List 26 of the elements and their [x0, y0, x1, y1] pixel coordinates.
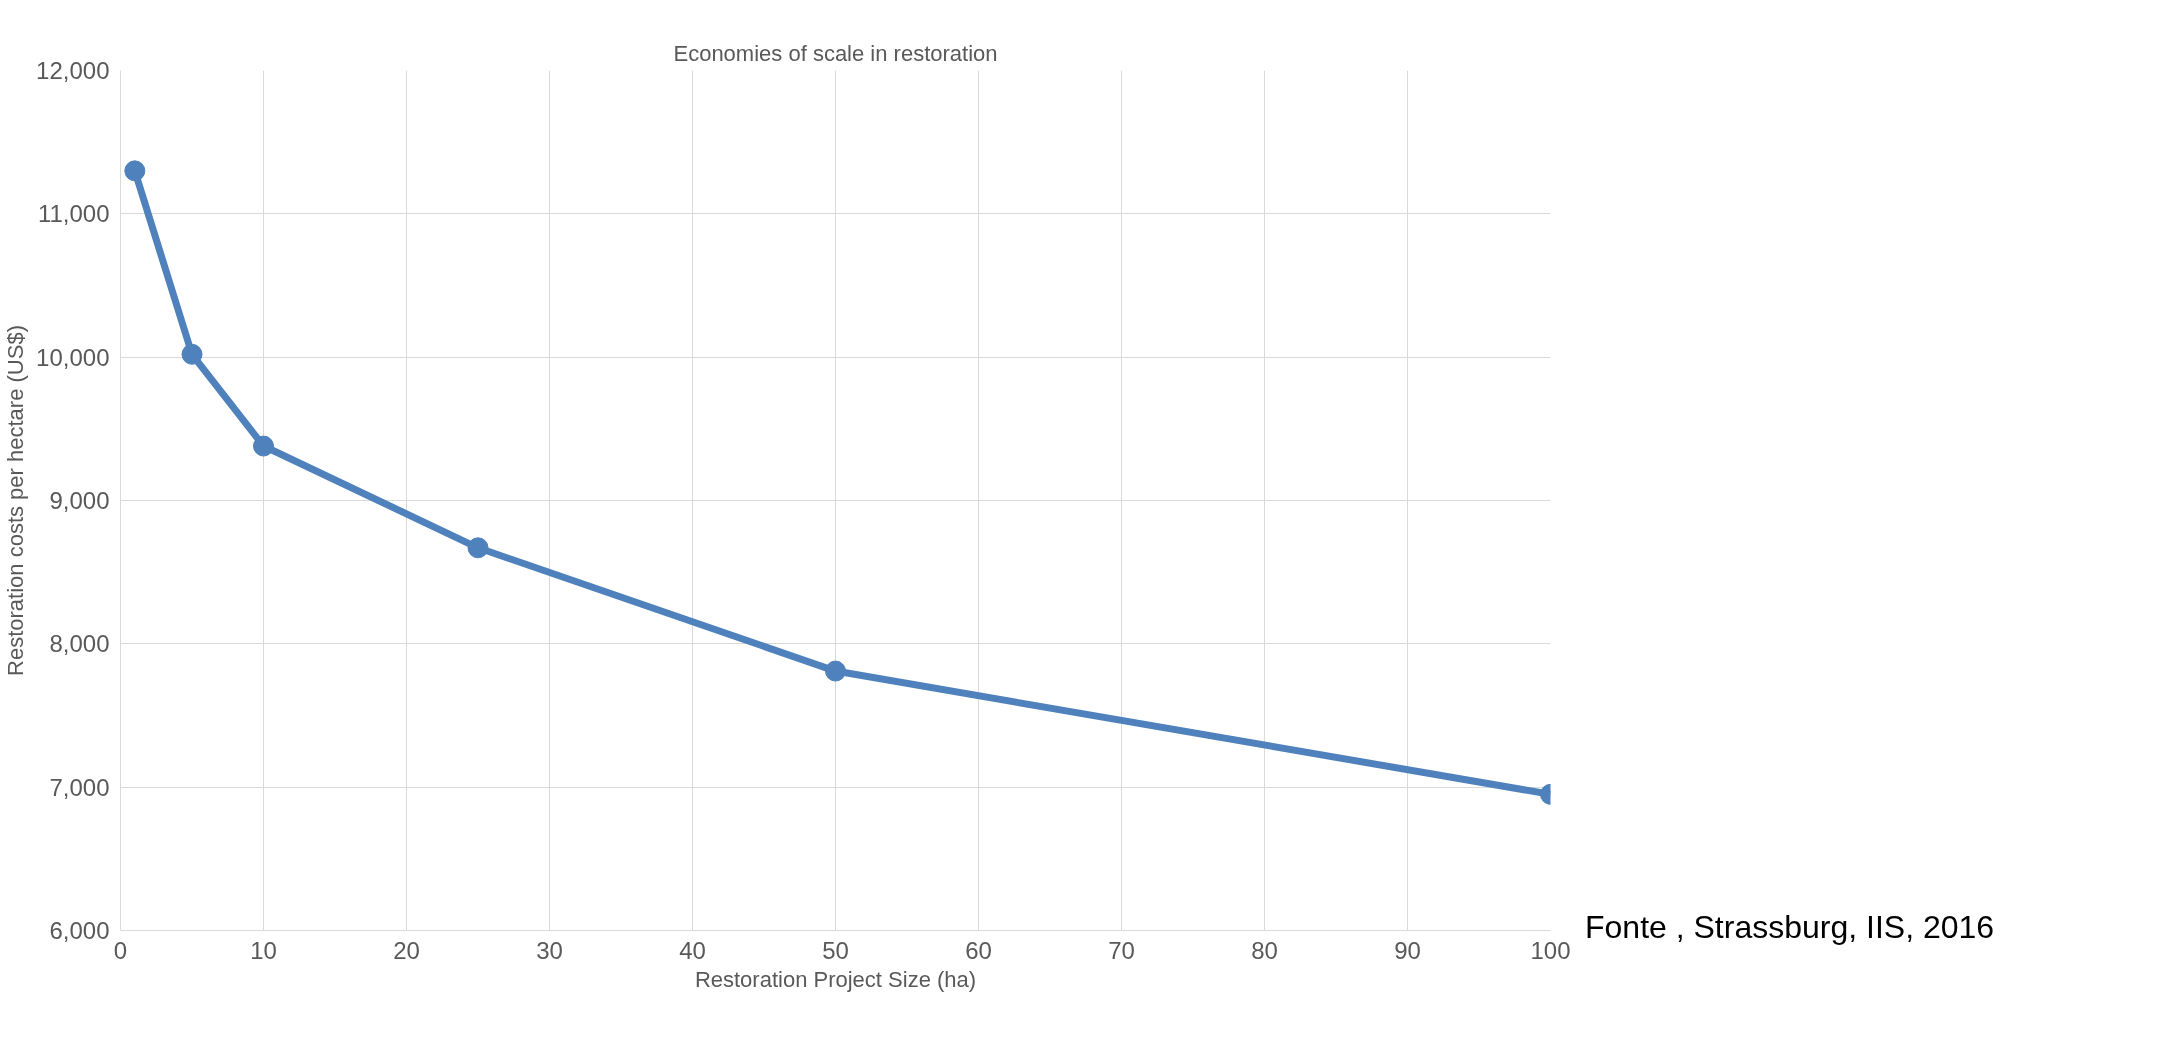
y-axis-title: Restoration costs per hectare (US$) — [3, 325, 29, 676]
x-tick-label: 70 — [1108, 936, 1135, 964]
source-note: Fonte , Strassburg, IIS, 2016 — [1585, 908, 1995, 947]
x-tick-label: 10 — [250, 936, 277, 964]
x-tick-label: 80 — [1251, 936, 1278, 964]
point — [467, 537, 489, 559]
y-tick-label: 6,000 — [49, 917, 110, 944]
y-tick-label: 12,000 — [36, 57, 110, 84]
x-tick-label: 20 — [393, 936, 420, 964]
y-tick-label: 11,000 — [37, 200, 110, 228]
x-tick-label: 60 — [965, 936, 992, 964]
point — [253, 435, 274, 457]
y-tick-label: 7,000 — [49, 773, 110, 801]
point — [124, 160, 146, 182]
x-tick-label: 40 — [679, 936, 706, 964]
y-tick-label: 8,000 — [49, 630, 110, 658]
chart-title: Economies of scale in restoration — [673, 40, 998, 66]
x-axis-title: Restoration Project Size (ha) — [694, 966, 977, 992]
x-tick-label: 100 — [1530, 936, 1571, 964]
point — [181, 343, 203, 365]
y-tick-label: 9,000 — [49, 487, 110, 514]
x-tick-label: 30 — [536, 936, 563, 964]
x-tick-label: 90 — [1394, 936, 1421, 964]
x-tick-label: 50 — [822, 936, 849, 964]
x-tick-label: 0 — [113, 936, 128, 964]
y-tick-label: 10,000 — [36, 343, 110, 371]
